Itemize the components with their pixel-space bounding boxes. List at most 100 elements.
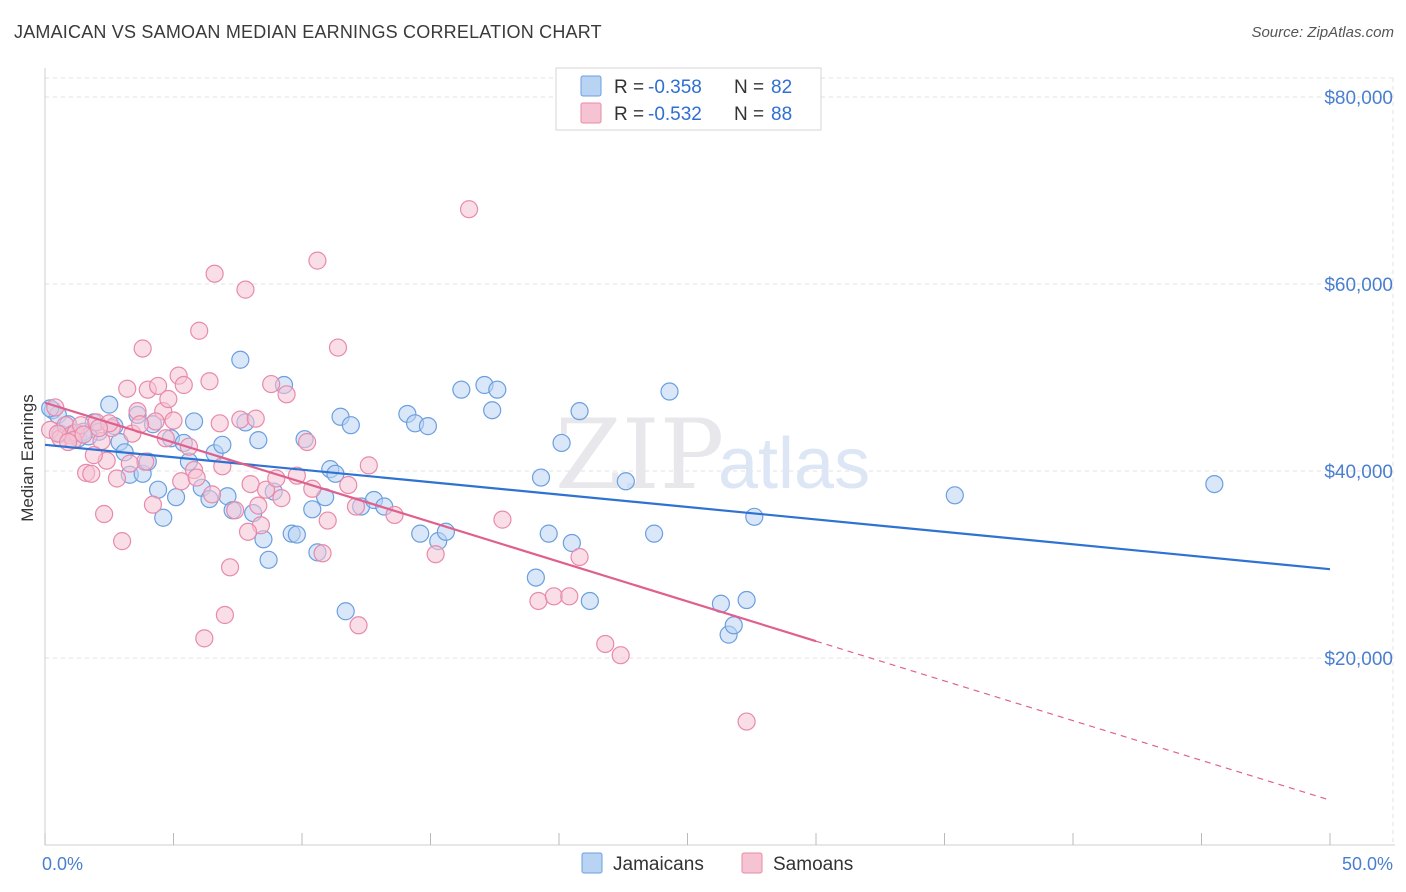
source-label: Source: ZipAtlas.com [1251, 24, 1394, 41]
jamaicans-point [483, 401, 502, 420]
samoans-point [195, 629, 214, 648]
samoans-point [349, 616, 368, 635]
samoans-point [215, 605, 234, 625]
y-tick-label-1: $40,000 [1324, 462, 1393, 483]
jamaicans-r-label: R = [614, 77, 644, 98]
y-tick-label-0: $20,000 [1324, 649, 1393, 670]
samoans-point [133, 339, 152, 358]
jamaicans-point [945, 486, 964, 505]
samoans-point [246, 409, 265, 428]
samoans-point [256, 480, 276, 499]
series-legend: Jamaicans Samoans [581, 852, 853, 875]
samoans-point [339, 475, 358, 495]
watermark-atlas: atlas [718, 424, 870, 504]
jamaicans-point [724, 616, 743, 635]
samoans-trend-line [44, 401, 817, 643]
jamaicans-n-value: 82 [771, 77, 792, 98]
samoans-point [159, 389, 178, 409]
y-tick-label-3: $80,000 [1324, 88, 1393, 109]
y-tick-label-2: $60,000 [1324, 275, 1393, 296]
y-tick-labels: $20,000 $40,000 $60,000 $80,000 [1324, 88, 1393, 670]
jamaicans-point [249, 431, 268, 450]
samoans-point [231, 410, 250, 429]
samoans-point [190, 321, 209, 340]
samoans-point [202, 485, 222, 504]
samoans-r-value: -0.532 [648, 104, 702, 125]
jamaicans-point [154, 508, 173, 527]
jamaicans-point [411, 524, 430, 543]
samoans-swatch [580, 102, 602, 124]
samoans-point [74, 425, 93, 444]
samoans-point [238, 522, 258, 541]
jamaicans-point [562, 533, 581, 553]
samoans-point [164, 411, 183, 430]
samoans-point [277, 385, 296, 404]
jamaicans-point [737, 590, 756, 610]
jamaicans-n-label: N = [734, 77, 764, 98]
samoans-point [544, 587, 563, 606]
samoans-point [249, 496, 268, 515]
samoans-point [143, 495, 163, 514]
samoans-point [148, 376, 168, 396]
samoans-point [205, 264, 224, 283]
samoans-r-label: R = [614, 104, 644, 125]
samoans-point [200, 372, 219, 391]
samoans-point [272, 489, 291, 508]
jamaicans-point [341, 416, 360, 435]
samoans-point [174, 375, 193, 395]
samoans-point [172, 472, 191, 491]
x-tick-labels: 0.0% 50.0% [42, 854, 1393, 874]
x-tick-label-1: 50.0% [1342, 854, 1393, 874]
jamaicans-point [336, 602, 355, 621]
jamaicans-point [213, 435, 232, 454]
samoans-point [313, 544, 332, 563]
legend-jamaicans-label: Jamaicans [613, 854, 704, 875]
jamaicans-point [644, 524, 664, 543]
jamaicans-point [184, 412, 204, 431]
samoans-point [611, 646, 630, 665]
samoans-point [82, 464, 101, 483]
samoans-point [120, 454, 139, 473]
stats-legend: R = -0.358 N = 82 R = -0.532 N = 88 [555, 67, 822, 131]
samoans-point [318, 511, 337, 530]
watermark: ZIP atlas [555, 399, 870, 511]
samoans-point [560, 587, 579, 606]
samoans-point [570, 547, 589, 567]
samoans-point [112, 532, 132, 551]
jamaicans-point [287, 525, 306, 544]
samoans-point [328, 338, 348, 357]
samoans-point [737, 712, 756, 731]
samoans-point [298, 432, 317, 452]
axes [44, 68, 1395, 846]
samoans-point [226, 501, 245, 520]
jamaicans-point [166, 488, 186, 507]
samoans-point [596, 634, 615, 654]
jamaicans-point [526, 568, 545, 587]
samoans-point [385, 505, 404, 525]
jamaicans-point [1205, 474, 1224, 494]
samoans-point [459, 200, 479, 219]
samoans-point [95, 504, 114, 524]
samoans-point [118, 379, 137, 398]
jamaicans-point [452, 380, 471, 399]
samoans-point [236, 280, 255, 299]
jamaicans-point [531, 468, 551, 487]
samoans-n-value: 88 [771, 104, 792, 125]
samoans-point [146, 412, 165, 431]
jamaicans-point [580, 591, 599, 611]
jamaicans-r-value: -0.358 [648, 77, 702, 98]
jamaicans-trend-line [44, 443, 1331, 571]
samoans-point [210, 414, 229, 433]
jamaicans-swatch [580, 75, 602, 97]
y-axis-title: Median Earnings [18, 394, 37, 522]
chart-title: JAMAICAN VS SAMOAN MEDIAN EARNINGS CORRE… [14, 22, 602, 42]
samoans-point [267, 469, 286, 488]
x-tick-label-0: 0.0% [42, 854, 83, 874]
jamaicans-point [660, 382, 679, 401]
jamaicans-point [745, 507, 764, 526]
jamaicans-point [570, 402, 589, 421]
samoans-point [308, 251, 327, 270]
jamaicans-point [539, 524, 558, 543]
legend-jamaicans-swatch [581, 852, 603, 874]
